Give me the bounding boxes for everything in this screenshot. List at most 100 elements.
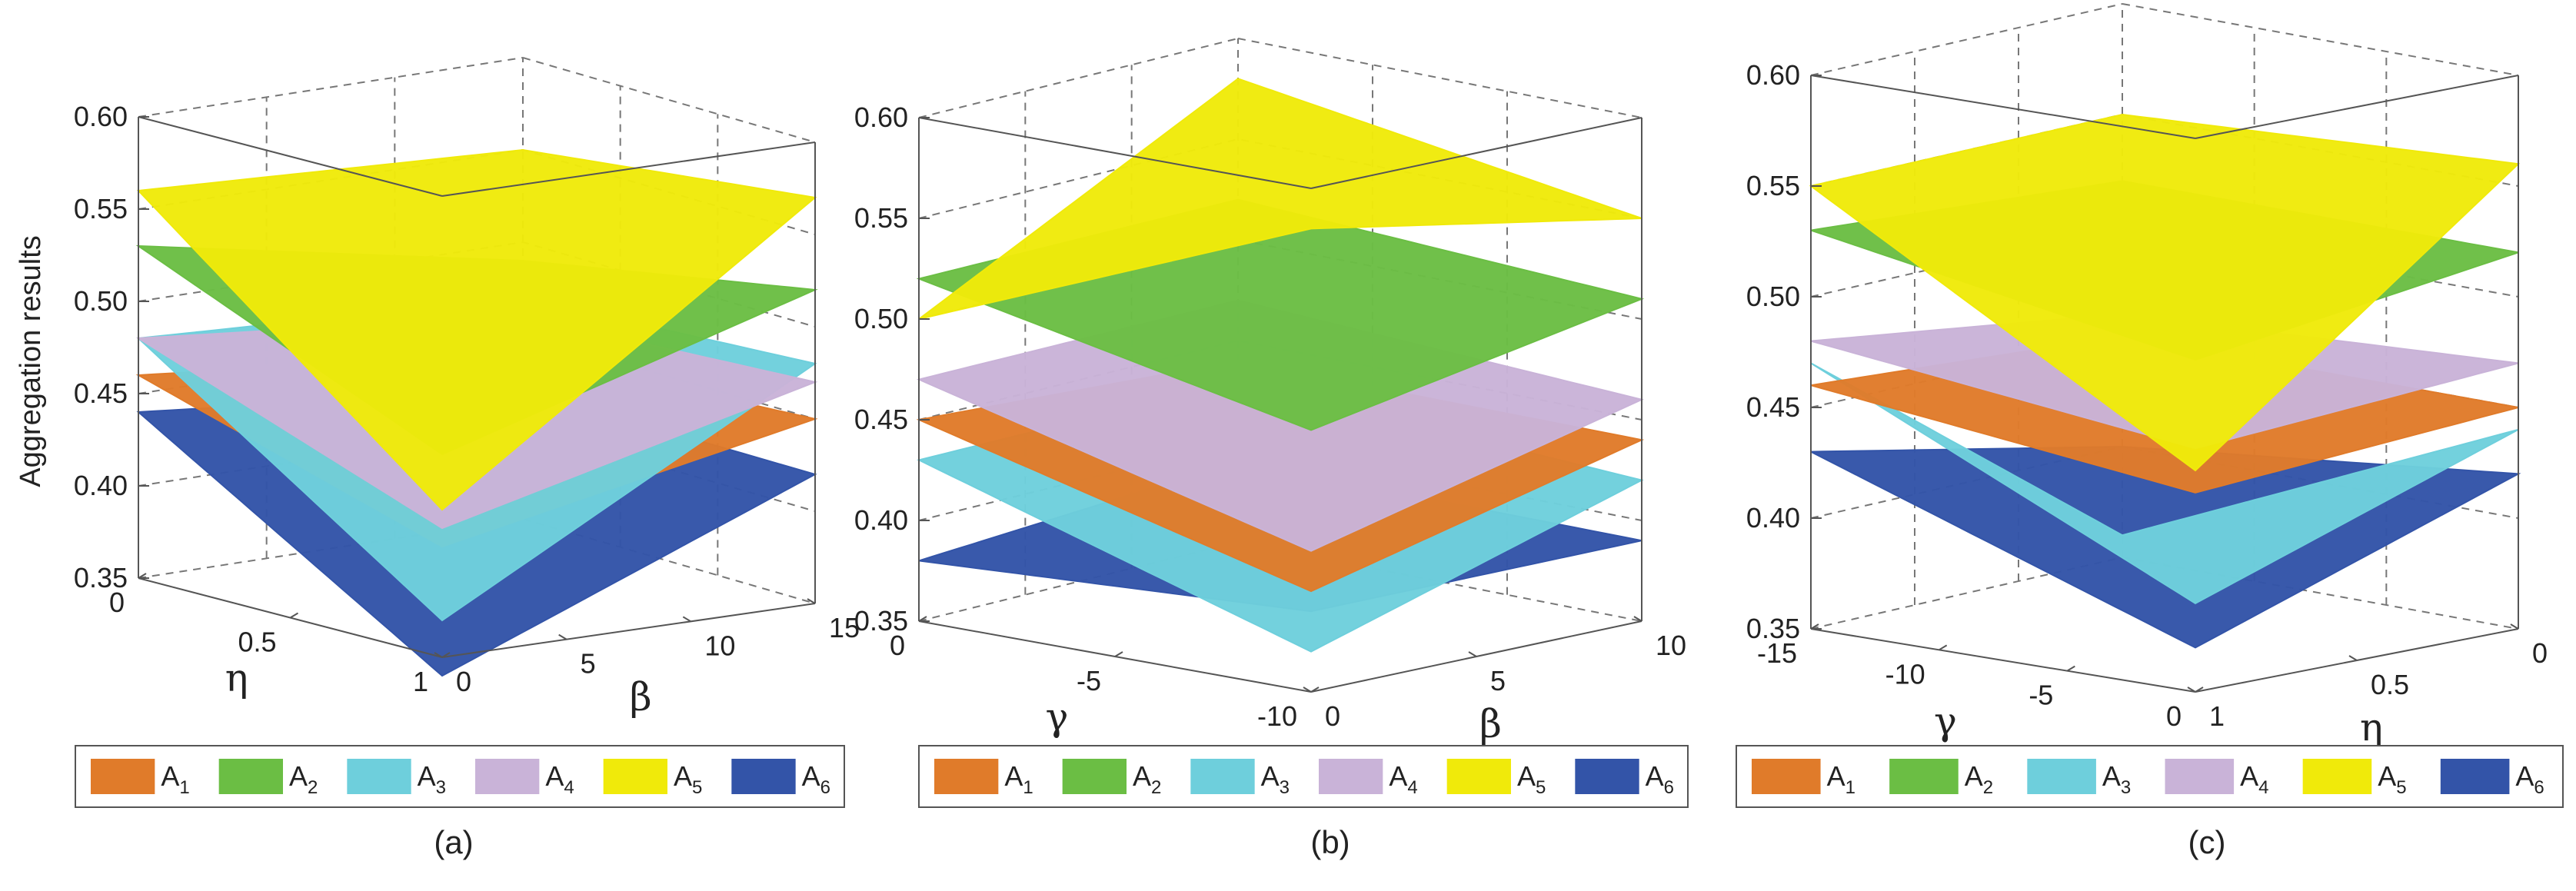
box-edge-dashed	[138, 57, 524, 118]
x-tick-mark	[2066, 665, 2075, 672]
z-tick-label: 0.50	[74, 285, 128, 317]
y-tick-label: 0	[456, 666, 471, 697]
x-tick-label: 0	[109, 587, 125, 618]
x-tick-mark	[1810, 623, 1819, 630]
y-tick-mark	[2348, 655, 2358, 661]
z-axis-label: Aggregation results	[15, 235, 47, 487]
legend-swatch	[1575, 759, 1639, 794]
x-axis-ticks: -15 -10 -5 0	[1757, 623, 2204, 732]
x-tick-label: -15	[1757, 637, 1797, 669]
z-tick-label: 0.40	[854, 504, 908, 536]
y-tick-label: 0.5	[2371, 669, 2409, 700]
y-tick-mark	[2187, 687, 2196, 693]
legend: A1 A2 A3 A4 A5 A6	[1736, 745, 2564, 808]
y-tick-label: 0	[1325, 700, 1340, 732]
z-tick-label: 0.45	[854, 404, 908, 435]
panel-caption: (b)	[1310, 824, 1350, 860]
z-tick-label: 0.35	[1746, 613, 1800, 644]
legend-box	[75, 745, 845, 808]
legend-box	[918, 745, 1689, 808]
box-edge	[918, 117, 1312, 189]
y-tick-mark	[1468, 651, 1477, 657]
panel-c: 0.350.400.450.500.550.60-15-10-50γ 10.50η…	[1736, 3, 2564, 860]
box-edge-dashed	[1810, 3, 2123, 76]
box-edge-dashed	[2122, 557, 2519, 630]
y-tick-mark	[434, 652, 443, 658]
y-tick-mark	[682, 616, 691, 623]
y-tick-mark	[807, 598, 816, 604]
z-tick-label: 0.55	[1746, 170, 1800, 201]
legend: A1 A2 A3 A4 A5 A6	[918, 745, 1689, 808]
box-edge-dashed	[522, 518, 816, 604]
box-edge	[1810, 75, 2196, 139]
box-edge	[1310, 117, 1642, 189]
box-edge	[138, 116, 443, 197]
surfaces	[1809, 113, 2521, 649]
x-tick-label: 0	[2166, 700, 2182, 732]
x-tick-mark	[138, 573, 147, 579]
x-tick-mark	[441, 652, 451, 658]
legend-swatch	[2440, 759, 2510, 794]
z-tick-label: 0.60	[74, 101, 128, 132]
z-tick-label: 0.35	[74, 562, 128, 593]
box-edge	[1810, 628, 2196, 693]
legend-swatch	[731, 759, 796, 794]
legend-swatch	[934, 759, 999, 794]
legend-swatch	[603, 759, 667, 794]
legend-box	[1736, 745, 2564, 808]
legend: A1 A2 A3 A4 A5 A6	[75, 745, 845, 808]
y-tick-label: 5	[1490, 665, 1506, 697]
box-edge-dashed	[522, 57, 816, 143]
legend-swatch	[1062, 759, 1127, 794]
x-tick-label: 0.5	[238, 627, 276, 658]
z-tick-label: 0.50	[854, 303, 908, 334]
surfaces	[135, 148, 818, 677]
y-axis-ticks: 0 5 10	[1303, 616, 1686, 732]
y-axis-label: β	[1479, 702, 1502, 746]
x-tick-mark	[1114, 651, 1123, 657]
legend-entry: A6	[802, 760, 830, 798]
y-tick-mark	[558, 633, 567, 640]
y-axis-label: β	[630, 675, 652, 720]
y-tick-label: 5	[581, 648, 596, 680]
z-axis-ticks: 0.35 0.40 0.45 0.50 0.55 0.60	[74, 101, 149, 593]
x-tick-label: -10	[1257, 700, 1297, 732]
z-tick-label: 0.40	[74, 470, 128, 501]
legend-swatch	[1889, 759, 1959, 794]
x-tick-mark	[2195, 687, 2204, 693]
z-tick-label: 0.40	[1746, 502, 1800, 534]
x-tick-label: -5	[2029, 680, 2053, 711]
box-edge	[441, 141, 816, 197]
z-tick-label: 0.50	[1746, 281, 1800, 312]
x-axis-label: γ	[1934, 699, 1957, 743]
y-axis-ticks: 0 5 10 15	[434, 598, 860, 697]
legend-swatch	[218, 759, 283, 794]
legend-swatch	[347, 759, 411, 794]
z-tick-label: 0.45	[74, 377, 128, 409]
z-tick-label: 0.35	[854, 605, 908, 637]
legend-swatch	[475, 759, 540, 794]
y-tick-label: 1	[2209, 700, 2225, 732]
y-tick-label: 15	[829, 612, 860, 643]
legend-swatch	[1319, 759, 1383, 794]
x-tick-mark	[1310, 687, 1320, 693]
legend-swatch	[1190, 759, 1255, 794]
y-tick-label: 10	[704, 630, 735, 661]
x-axis-ticks: 00.51	[109, 573, 451, 697]
z-tick-label: 0.55	[854, 202, 908, 234]
x-tick-mark	[289, 612, 299, 619]
box-front-edges	[138, 116, 816, 658]
y-tick-mark	[2510, 623, 2519, 630]
z-tick-label: 0.45	[1746, 391, 1800, 423]
y-axis-label: η	[2360, 705, 2383, 750]
legend-swatch	[2027, 759, 2096, 794]
legend-swatch	[2165, 759, 2235, 794]
box-edge	[2195, 75, 2519, 139]
box-edge-dashed	[2122, 3, 2519, 76]
legend-swatch	[91, 759, 155, 794]
y-tick-mark	[1303, 687, 1312, 693]
y-tick-mark	[1633, 616, 1642, 622]
legend-swatch	[1446, 759, 1511, 794]
x-tick-mark	[918, 616, 927, 622]
